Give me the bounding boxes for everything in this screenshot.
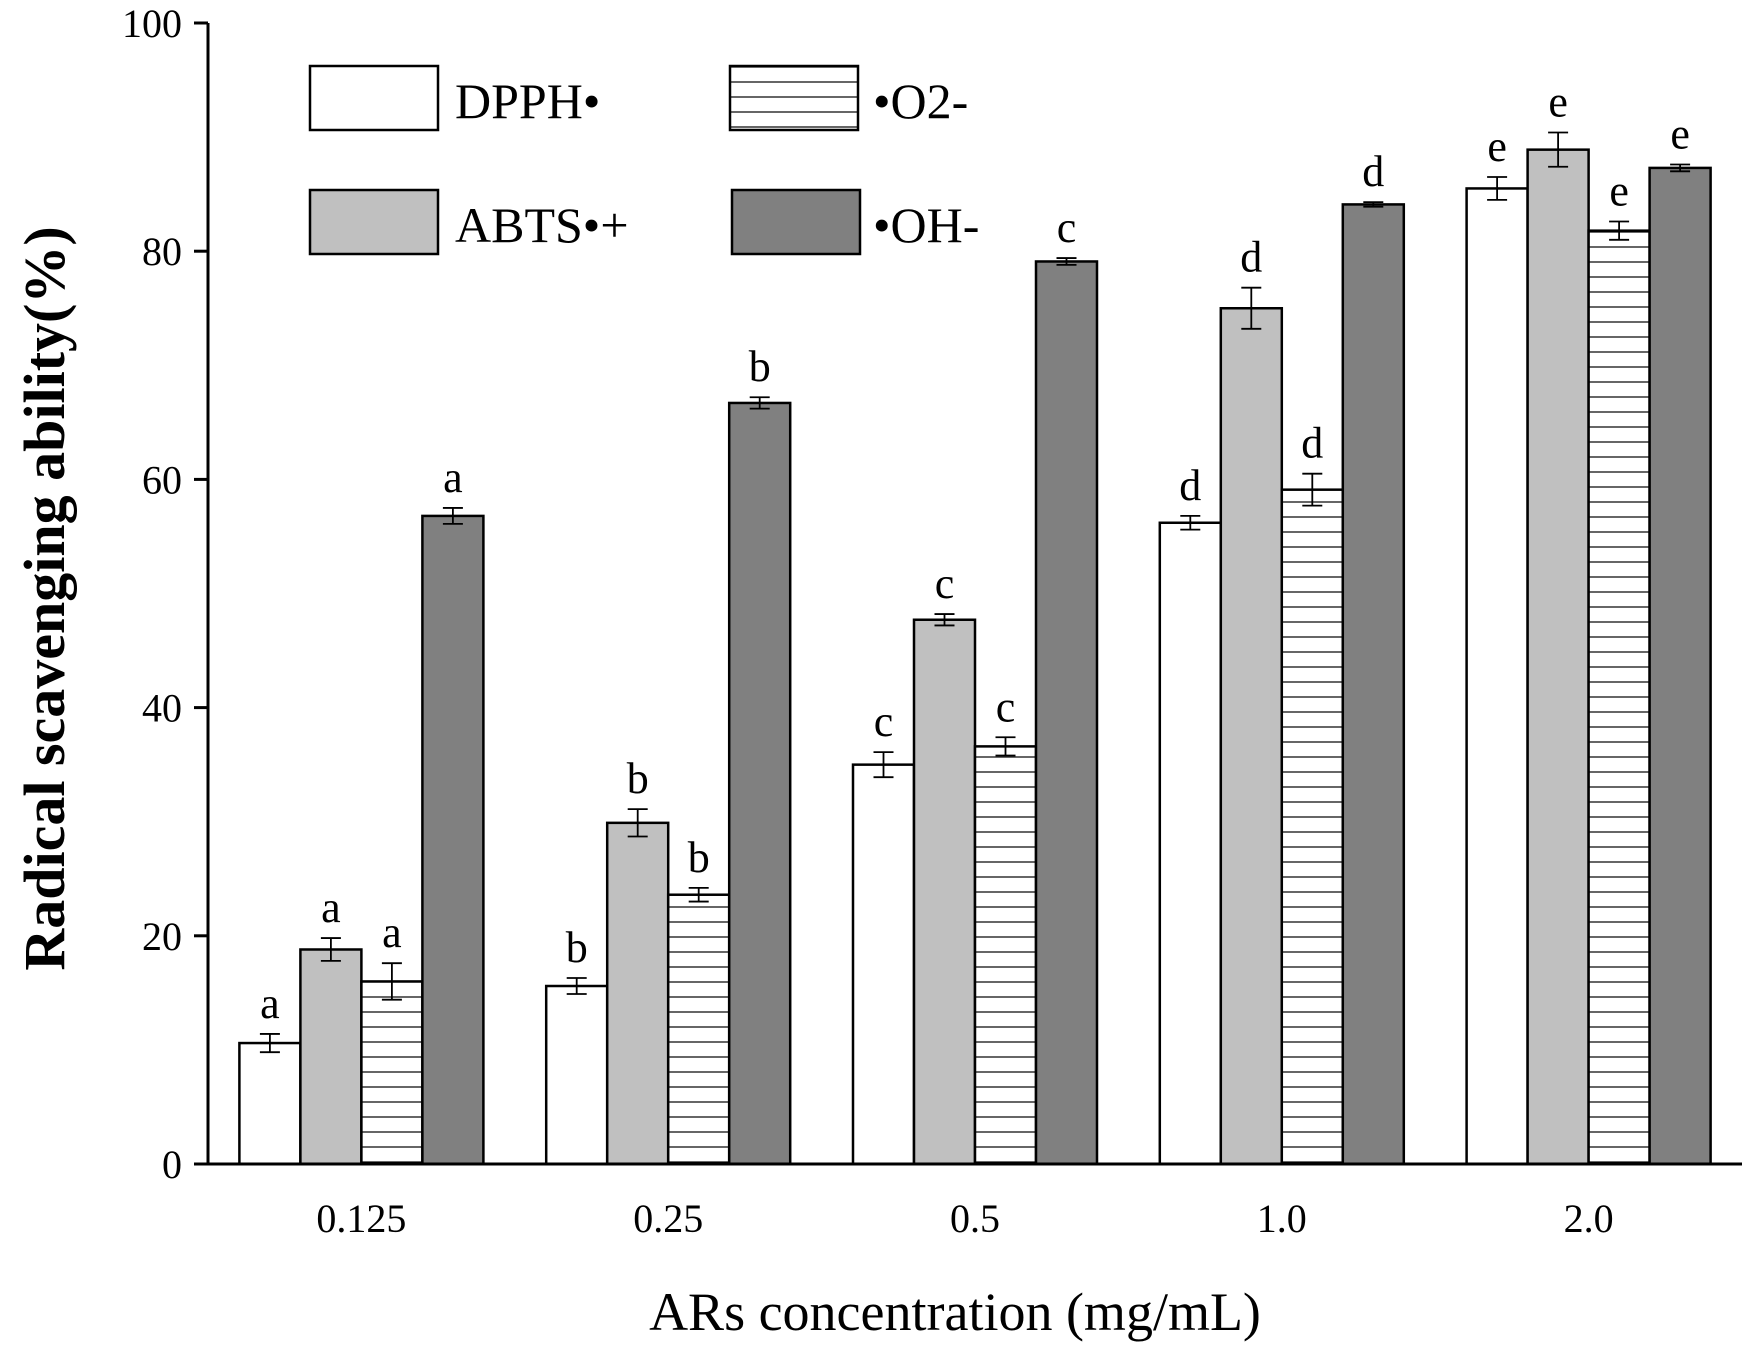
bar-4-2 xyxy=(727,401,792,1166)
y-axis-title: Radical scavenging ability(%) xyxy=(12,226,77,970)
y-tick-label: 20 xyxy=(142,914,182,959)
y-tick-label: 40 xyxy=(142,686,182,731)
bar-2-5 xyxy=(1526,148,1590,1166)
bar-3-5 xyxy=(1587,229,1651,1166)
y-tick-label: 0 xyxy=(162,1142,182,1187)
significance-letter: e xyxy=(1609,167,1629,216)
bar-3-3 xyxy=(973,745,1038,1166)
significance-letter: a xyxy=(443,453,463,502)
significance-letter: a xyxy=(382,908,402,957)
bar-1-2 xyxy=(544,984,609,1166)
significance-letter: b xyxy=(749,342,771,391)
bar-3-2 xyxy=(666,893,731,1166)
legend-label-3: •O2- xyxy=(873,73,968,129)
significance-letter: e xyxy=(1487,122,1507,171)
legend-swatch-4 xyxy=(730,188,862,256)
significance-letter: c xyxy=(874,697,894,746)
bar-4-5 xyxy=(1648,166,1712,1166)
y-tick-label: 60 xyxy=(142,457,182,502)
significance-letter: b xyxy=(566,923,588,972)
x-axis-title: ARs concentration (mg/mL) xyxy=(649,1282,1261,1342)
bar-2-2 xyxy=(605,821,670,1166)
bar-3-4 xyxy=(1280,488,1345,1166)
bar-4-1 xyxy=(421,514,485,1166)
significance-letter: e xyxy=(1548,78,1568,127)
significance-letter: b xyxy=(688,833,710,882)
bar-2-4 xyxy=(1219,307,1284,1166)
y-tick-label: 100 xyxy=(122,1,182,46)
legend-label-2: ABTS•+ xyxy=(455,197,629,253)
significance-letter: c xyxy=(935,559,955,608)
y-tick-label: 80 xyxy=(142,229,182,274)
bar-3-1 xyxy=(360,980,424,1166)
bar-4-3 xyxy=(1034,260,1099,1166)
significance-letter: d xyxy=(1240,233,1262,282)
x-tick-label: 0.125 xyxy=(316,1196,406,1241)
significance-letter: d xyxy=(1179,461,1201,510)
legend-swatch-3 xyxy=(728,64,860,132)
significance-letter: a xyxy=(321,883,341,932)
significance-letter: b xyxy=(627,754,649,803)
bar-2-3 xyxy=(912,618,977,1166)
bar-1-4 xyxy=(1158,521,1223,1166)
x-tick-label: 1.0 xyxy=(1257,1196,1307,1241)
bar-1-5 xyxy=(1465,187,1529,1166)
bar-2-1 xyxy=(299,948,363,1166)
significance-letter: d xyxy=(1301,419,1323,468)
significance-letter: e xyxy=(1670,109,1690,158)
bar-4-4 xyxy=(1341,203,1406,1166)
legend-swatch-1 xyxy=(308,64,440,132)
bar-1-3 xyxy=(851,763,916,1166)
legend-label-4: •OH- xyxy=(873,197,979,253)
legend-label-1: DPPH• xyxy=(455,73,600,129)
significance-letter: c xyxy=(1057,203,1077,252)
significance-letter: d xyxy=(1362,147,1384,196)
legend-swatch-2 xyxy=(308,188,440,256)
significance-letter: a xyxy=(260,979,280,1028)
bar-1-1 xyxy=(238,1041,302,1166)
x-tick-label: 0.5 xyxy=(950,1196,1000,1241)
x-tick-label: 0.25 xyxy=(633,1196,703,1241)
significance-letter: c xyxy=(996,682,1016,731)
x-tick-label: 2.0 xyxy=(1564,1196,1614,1241)
